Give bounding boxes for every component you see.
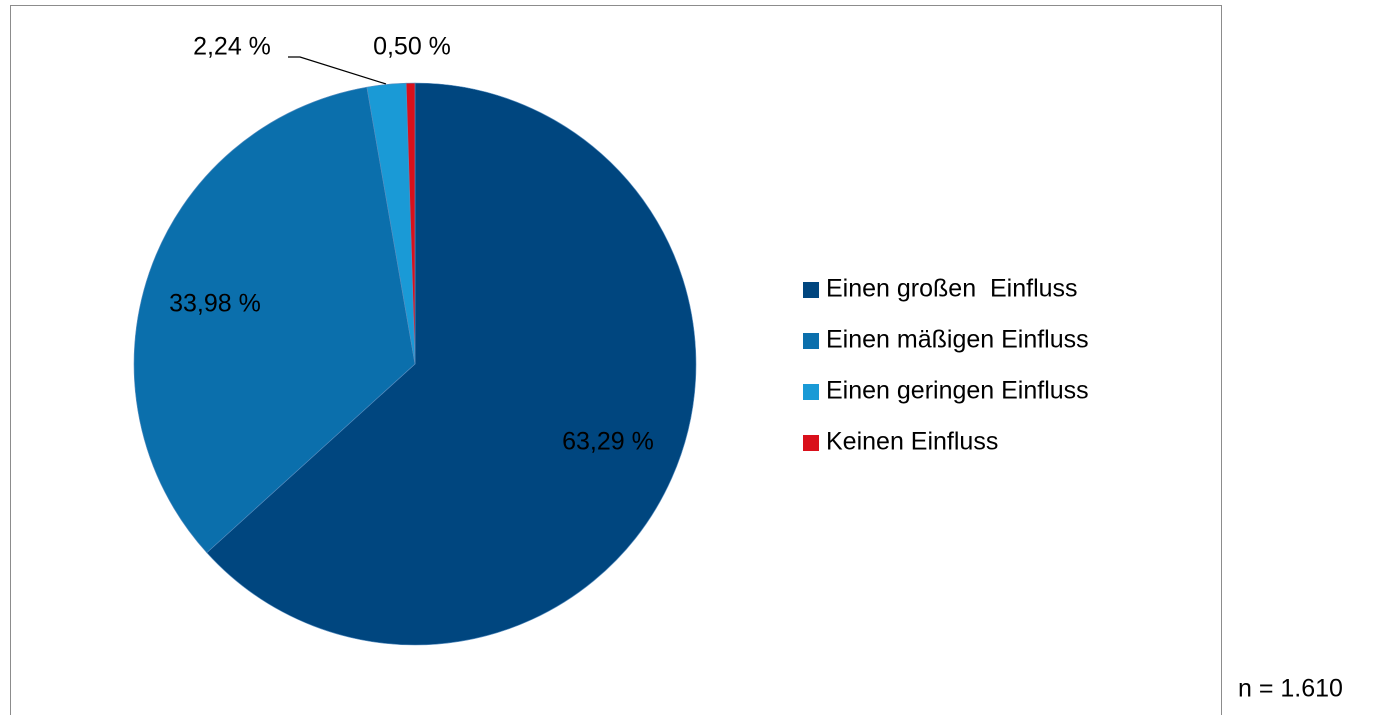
- legend-swatch: [803, 282, 819, 298]
- data-label: 0,50 %: [373, 33, 451, 61]
- legend-swatch: [803, 435, 819, 451]
- pie-slice: [133, 86, 416, 554]
- legend-label: Einen großen Einfluss: [826, 275, 1078, 303]
- legend-label: Einen geringen Einfluss: [826, 377, 1089, 405]
- legend-swatch: [803, 384, 819, 400]
- data-label: 63,29 %: [562, 428, 654, 456]
- leader-line: [288, 56, 387, 85]
- data-label: 33,98 %: [169, 290, 261, 318]
- pie-slice: [206, 82, 697, 646]
- legend-label: Keinen Einfluss: [826, 428, 998, 456]
- legend-label: Einen mäßigen Einfluss: [826, 326, 1089, 354]
- note: n = 1.610: [1238, 675, 1343, 703]
- data-label: 2,24 %: [193, 33, 271, 61]
- legend-swatch: [803, 333, 819, 349]
- pie-slice: [405, 82, 416, 365]
